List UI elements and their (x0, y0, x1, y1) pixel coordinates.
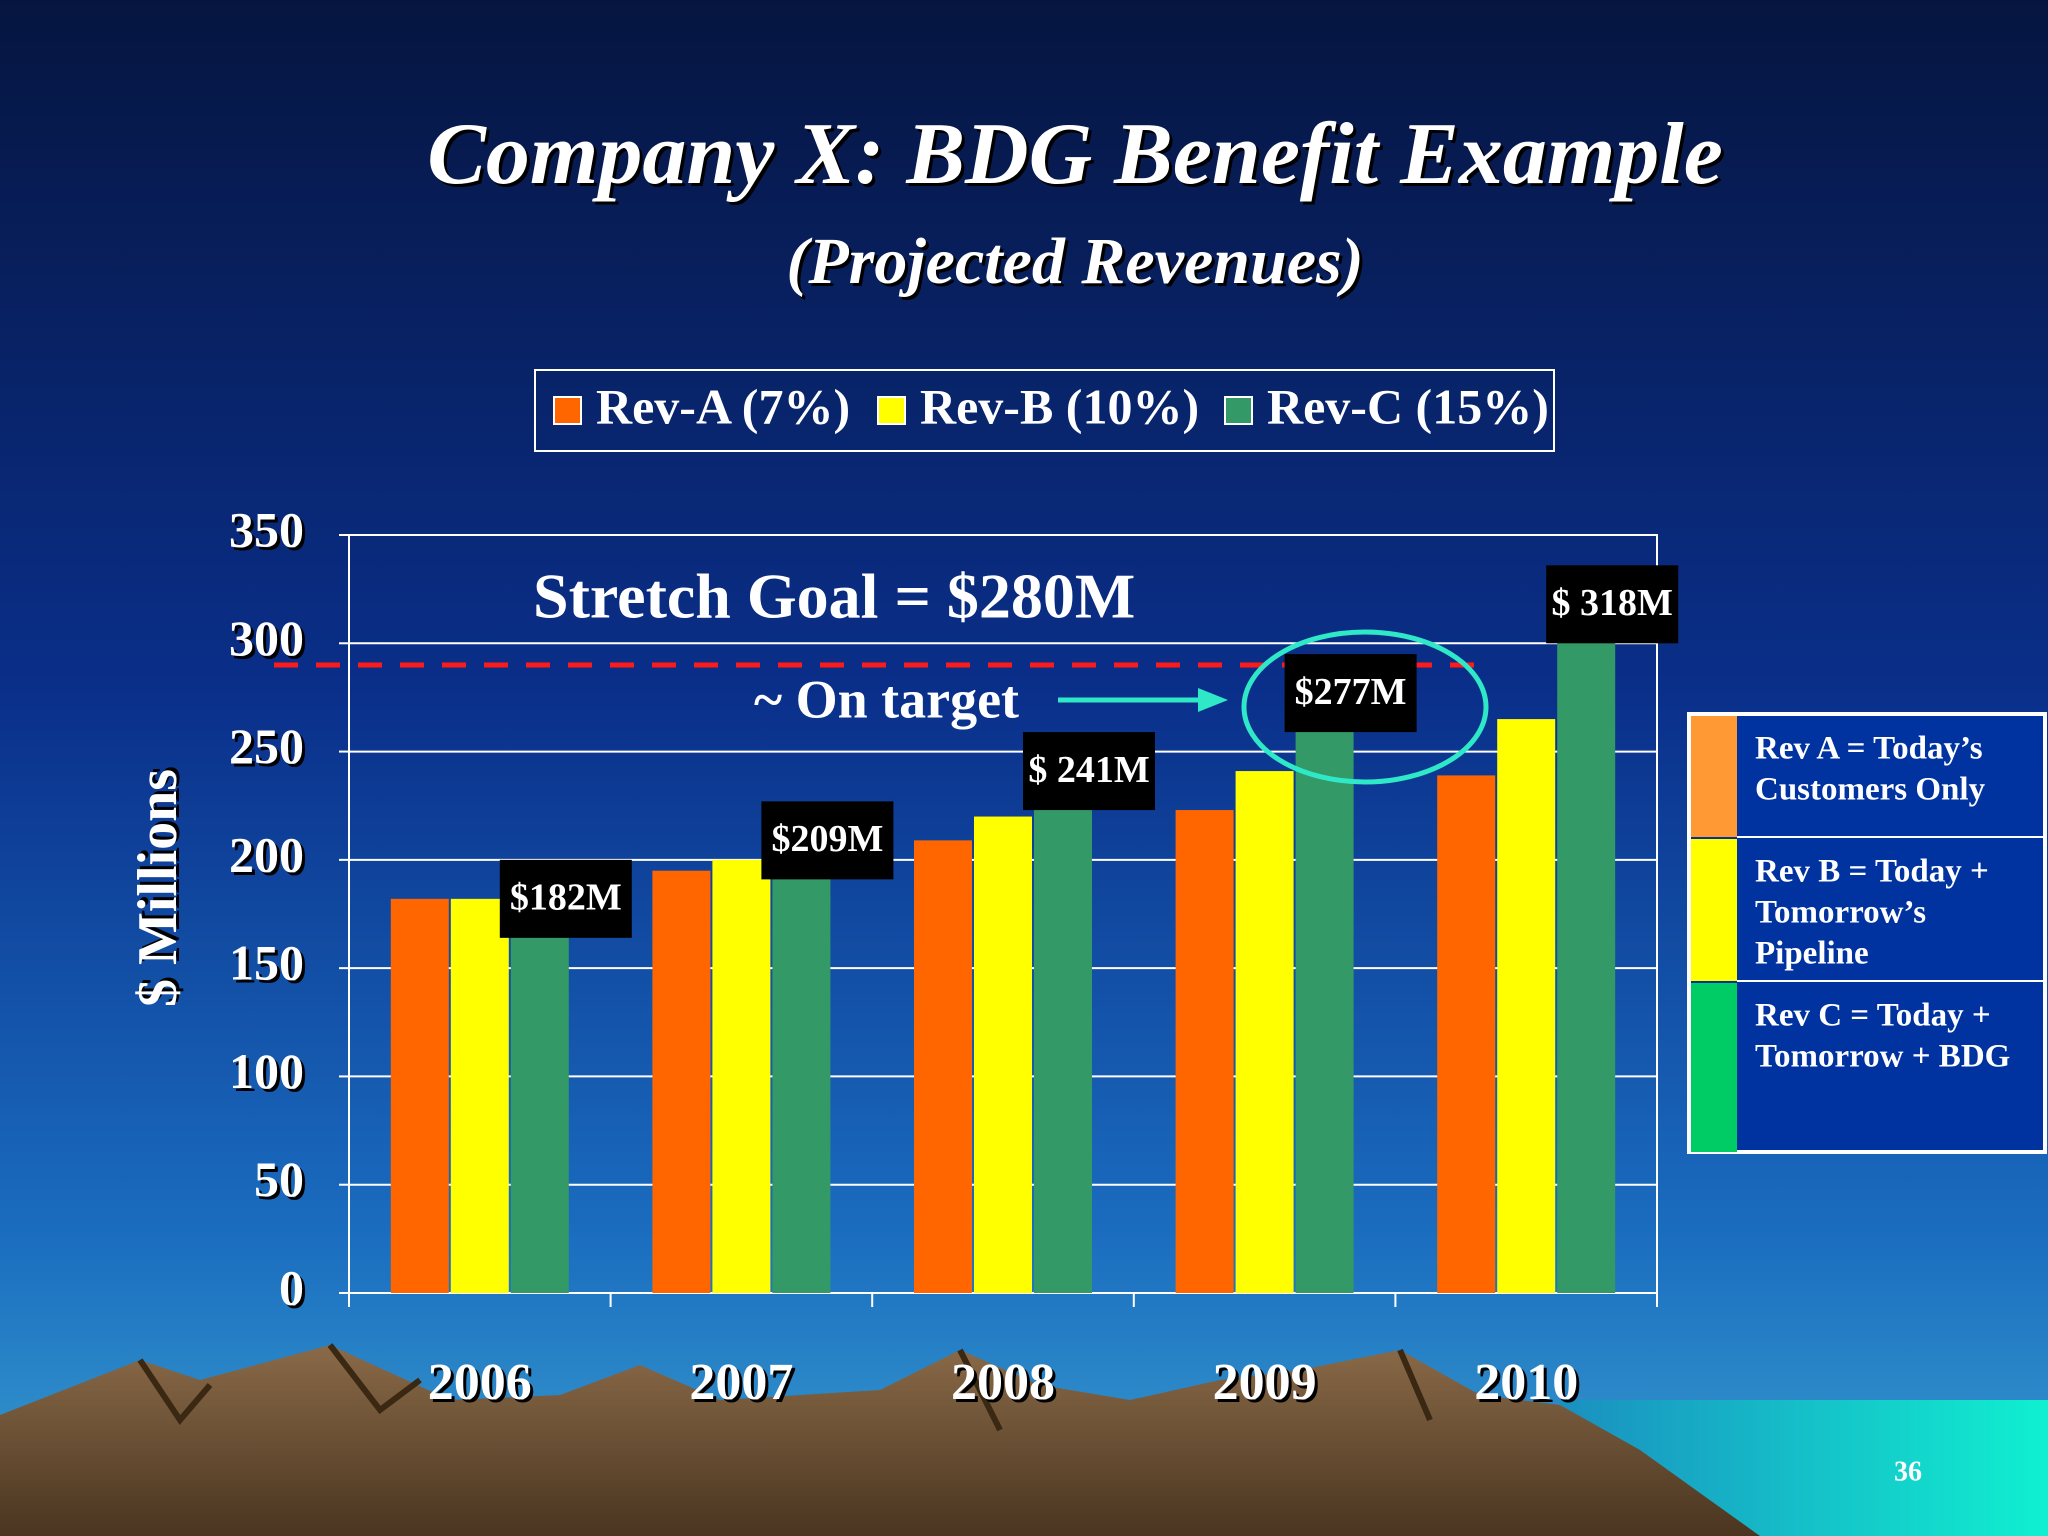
bar (1557, 604, 1616, 1293)
note-text: Tomorrow’s (1755, 895, 1926, 931)
value-label-box (499, 859, 632, 938)
note-text: Rev A = Today’s (1755, 731, 1983, 767)
value-label-box (1546, 565, 1679, 644)
note-text: Rev B = Today + (1755, 854, 1989, 890)
bar (914, 840, 972, 1293)
x-tick-label: 2010 (1474, 1354, 1578, 1411)
legend-label: Rev-A (7%) (596, 378, 850, 434)
x-tick-label: 2007 (689, 1354, 793, 1411)
value-label: $ 318M (1552, 582, 1673, 624)
legend-swatch (1224, 396, 1253, 425)
bar (1235, 771, 1294, 1293)
y-tick-label: 300 (229, 610, 304, 666)
chart-subtitle: (Projected Revenues) (786, 225, 1363, 298)
y-tick-label: 50 (254, 1151, 304, 1207)
value-label: $ 241M (1028, 749, 1149, 791)
legend-swatch (877, 396, 906, 425)
annotation-ellipse (1241, 629, 1489, 785)
value-label: $182M (510, 877, 622, 919)
y-tick-label: 250 (229, 718, 304, 774)
bar (772, 840, 831, 1293)
mountains (0, 1345, 1760, 1536)
y-axis-label: $ Millions (127, 769, 189, 1007)
bar (450, 898, 509, 1293)
chart-title: Company X: BDG Benefit Example (427, 106, 1723, 203)
note-text: Rev C = Today + (1755, 998, 1991, 1034)
annotation-arrowhead (1198, 688, 1228, 712)
value-label-box (761, 801, 894, 880)
note-text: Tomorrow + BDG (1755, 1039, 2010, 1075)
note-text: Customers Only (1755, 772, 1986, 808)
bar (390, 898, 449, 1293)
legend-box (534, 369, 1555, 452)
y-tick-label: 0 (279, 1259, 304, 1315)
reference-label: Stretch Goal = $280M (533, 561, 1135, 632)
x-tick-label: 2008 (951, 1354, 1055, 1411)
y-tick-label: 200 (229, 826, 304, 882)
bar (652, 870, 711, 1293)
notes-box (1687, 712, 2047, 1154)
page-number: 36 (1894, 1456, 1922, 1487)
legend-swatch (553, 396, 582, 425)
legend-label: Rev-C (15%) (1267, 378, 1549, 434)
mountain-ridges (137, 1343, 1433, 1432)
value-label: $277M (1295, 671, 1407, 713)
y-tick-label: 100 (229, 1043, 304, 1099)
note-swatch (1691, 716, 1737, 837)
bar (1437, 775, 1496, 1293)
x-tick-label: 2009 (1213, 1354, 1317, 1411)
bar (1295, 693, 1354, 1293)
bar (510, 898, 569, 1293)
bar (1175, 810, 1234, 1293)
note-swatch (1691, 839, 1737, 981)
legend-label: Rev-B (10%) (920, 378, 1199, 434)
note-text: Pipeline (1755, 936, 1869, 972)
x-tick-label: 2006 (428, 1354, 532, 1411)
y-tick-label: 350 (229, 501, 304, 557)
y-tick-label: 150 (229, 935, 304, 991)
bar (1497, 719, 1556, 1293)
value-label-box (1023, 732, 1155, 811)
value-label-box (1284, 654, 1417, 733)
value-label: $209M (771, 818, 883, 860)
bar (974, 816, 1032, 1293)
note-swatch (1691, 983, 1737, 1152)
bar (1034, 771, 1092, 1293)
bar (712, 859, 771, 1293)
annotation: ~ On target (754, 669, 1019, 729)
